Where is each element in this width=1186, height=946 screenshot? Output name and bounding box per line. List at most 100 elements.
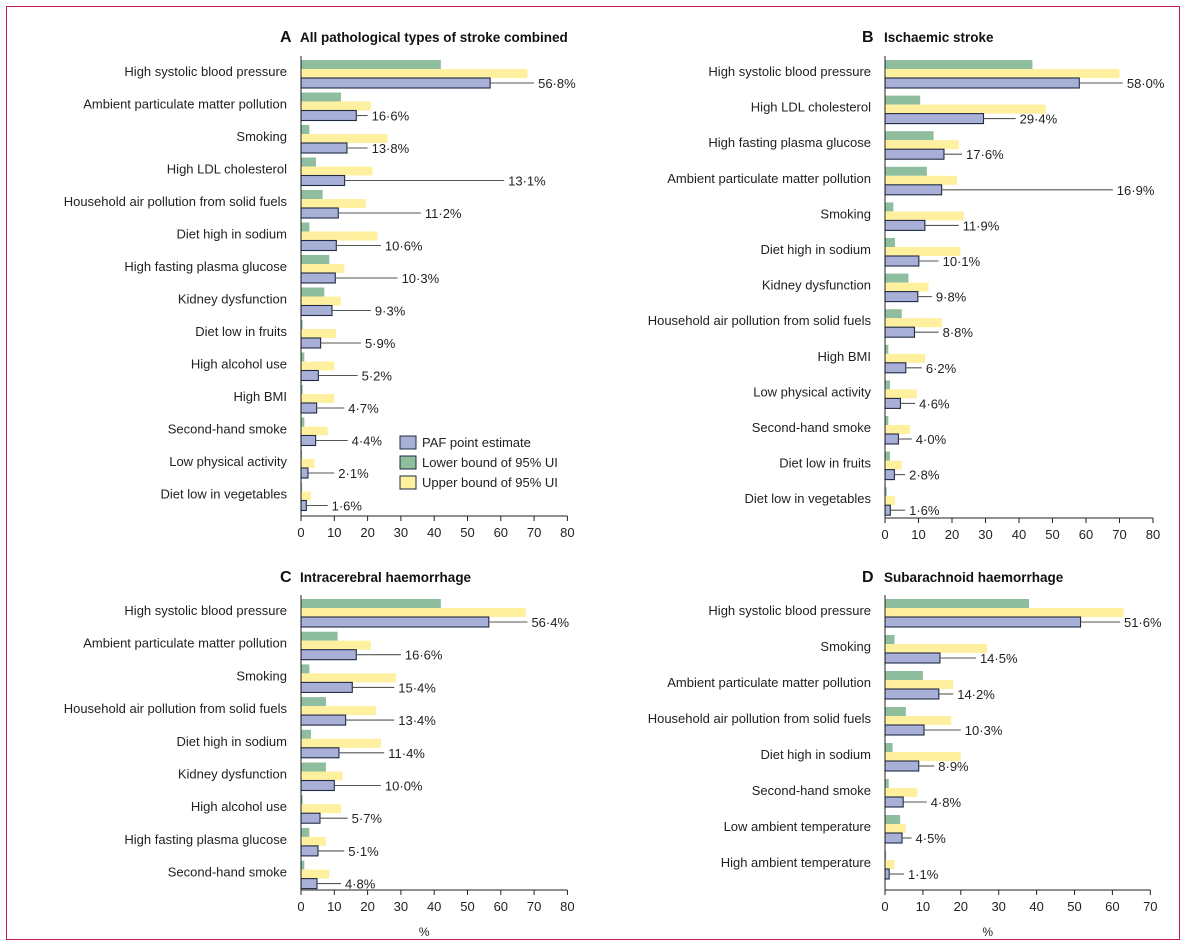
lower-bound-bar <box>301 190 323 199</box>
point-estimate-bar <box>300 304 333 317</box>
lower-bound-bar <box>301 320 303 329</box>
category-label: Kidney dysfunction <box>178 767 287 782</box>
x-tick-label: 20 <box>360 899 374 914</box>
point-estimate-bar <box>300 812 321 824</box>
lower-bound-bar <box>885 451 891 461</box>
upper-bound-bar <box>885 788 918 797</box>
value-label: 5·2% <box>362 369 393 384</box>
bar-group: Low physical activity 2·1% <box>169 450 369 481</box>
lower-bound-bar <box>885 344 889 354</box>
upper-bound-bar <box>301 199 366 208</box>
legend-swatch-upper <box>399 475 417 490</box>
point-estimate-bar <box>884 652 941 664</box>
bar-group: Smoking 13·8% <box>236 125 410 156</box>
upper-bound-bar <box>885 824 906 833</box>
x-tick-label: 70 <box>527 899 541 914</box>
figure-frame <box>6 6 1180 940</box>
panel-letter: C <box>280 569 292 586</box>
upper-bound-bar <box>885 140 959 150</box>
legend: PAF point estimate Lower bound of 95% UI U… <box>399 435 558 490</box>
lower-bound-bar <box>885 238 896 247</box>
category-label: High alcohol use <box>191 799 287 814</box>
x-tick-label: 20 <box>954 899 968 914</box>
point-estimate-bar <box>300 174 346 187</box>
x-tick-label: 60 <box>494 525 508 540</box>
category-label: Ambient particulate matter pollution <box>667 171 871 186</box>
point-estimate-bar <box>300 207 339 219</box>
lower-bound-bar <box>301 385 303 394</box>
upper-bound-bar <box>301 69 528 78</box>
category-label: Diet low in fruits <box>779 456 871 471</box>
x-tick-label: 80 <box>1146 527 1160 542</box>
bar-group: Second-hand smoke 4·8% <box>752 779 962 810</box>
value-label: 10·3% <box>965 723 1003 738</box>
value-label: 4·8% <box>345 877 376 892</box>
upper-bound-bar <box>885 247 961 256</box>
value-label: 10·6% <box>385 239 423 254</box>
lower-bound-bar <box>885 851 887 860</box>
x-tick-label: 50 <box>1045 527 1059 542</box>
lower-bound-bar <box>885 273 909 283</box>
value-label: 11·2% <box>425 206 462 221</box>
legend-label-upper: Upper bound of 95% UI <box>422 475 558 490</box>
value-label: 10·0% <box>385 779 423 794</box>
value-label: 4·5% <box>916 831 947 846</box>
x-tick-label: 20 <box>360 525 374 540</box>
lower-bound-bar <box>885 166 927 176</box>
category-label: Diet low in vegetables <box>745 491 872 506</box>
bar-group: High LDL cholesterol 29·4% <box>751 95 1058 127</box>
bar-group: Household air pollution from solid fuels… <box>648 707 1003 738</box>
lower-bound-bar <box>301 664 310 674</box>
bar-group: Household air pollution from solid fuels… <box>648 309 973 340</box>
category-label: High LDL cholesterol <box>167 162 287 177</box>
point-estimate-bar <box>300 499 307 512</box>
bar-group: High systolic blood pressure 58·0% <box>708 60 1165 91</box>
bar-group: High fasting plasma glucose 10·3% <box>124 255 440 286</box>
lower-bound-bar <box>885 416 889 425</box>
bar-group: High systolic blood pressure 51·6% <box>708 599 1162 630</box>
upper-bound-bar <box>885 680 954 689</box>
bar-group: High fasting plasma glucose 17·6% <box>708 131 1004 162</box>
category-label: High LDL cholesterol <box>751 100 871 115</box>
x-tick-label: 50 <box>460 899 474 914</box>
category-label: High BMI <box>818 349 871 364</box>
category-label: Low physical activity <box>169 454 287 469</box>
category-label: High systolic blood pressure <box>124 64 287 79</box>
lower-bound-bar <box>301 762 326 772</box>
lower-bound-bar <box>301 417 305 427</box>
lower-bound-bar <box>885 635 895 644</box>
lower-bound-bar <box>885 743 893 752</box>
point-estimate-bar <box>884 397 901 409</box>
legend-label-lower: Lower bound of 95% UI <box>422 455 558 470</box>
point-estimate-bar <box>300 109 357 122</box>
bar-group: High LDL cholesterol 13·1% <box>167 157 546 189</box>
bar-group: Household air pollution from solid fuels… <box>64 190 462 221</box>
bar-group: Diet high in sodium 10·1% <box>760 238 981 269</box>
category-label: Low ambient temperature <box>724 819 871 834</box>
category-label: Household air pollution from solid fuels <box>648 313 872 328</box>
category-label: Smoking <box>236 668 287 683</box>
lower-bound-bar <box>885 815 901 824</box>
bar-group: High alcohol use 5·2% <box>191 352 393 384</box>
category-label: High fasting plasma glucose <box>124 832 287 847</box>
bar-group: Low ambient temperature 4·5% <box>724 815 947 846</box>
bar-group: Diet low in vegetables 1·6% <box>161 482 362 514</box>
upper-bound-bar <box>301 231 378 241</box>
category-label: High systolic blood pressure <box>708 603 871 618</box>
x-tick-label: 60 <box>1079 527 1093 542</box>
category-label: Diet low in fruits <box>195 324 287 339</box>
value-label: 5·1% <box>348 844 379 859</box>
lower-bound-bar <box>301 860 305 870</box>
bar-group: Second-hand smoke 4·0% <box>752 416 947 447</box>
category-label: Diet high in sodium <box>176 227 287 242</box>
point-estimate-bar <box>300 402 318 414</box>
value-label: 4·8% <box>931 795 962 810</box>
legend-swatch-point <box>399 435 417 450</box>
value-label: 2·1% <box>338 466 369 481</box>
value-label: 16·6% <box>405 648 443 663</box>
value-label: 4·0% <box>916 432 947 447</box>
point-estimate-bar <box>884 469 895 481</box>
x-tick-label: 40 <box>1029 899 1043 914</box>
x-tick-label: 10 <box>327 899 341 914</box>
value-label: 10·3% <box>402 271 440 286</box>
